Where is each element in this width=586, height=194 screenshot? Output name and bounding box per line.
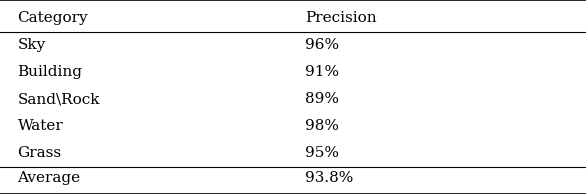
Text: Water: Water — [18, 119, 63, 133]
Text: Precision: Precision — [305, 11, 376, 25]
Text: 91%: 91% — [305, 65, 339, 80]
Text: 95%: 95% — [305, 146, 339, 160]
Text: Building: Building — [18, 65, 83, 80]
Text: Grass: Grass — [18, 146, 62, 160]
Text: Category: Category — [18, 11, 88, 25]
Text: Sky: Sky — [18, 38, 46, 53]
Text: 89%: 89% — [305, 92, 339, 107]
Text: 93.8%: 93.8% — [305, 171, 353, 185]
Text: 96%: 96% — [305, 38, 339, 53]
Text: 98%: 98% — [305, 119, 339, 133]
Text: Sand\Rock: Sand\Rock — [18, 92, 100, 107]
Text: Average: Average — [18, 171, 81, 185]
